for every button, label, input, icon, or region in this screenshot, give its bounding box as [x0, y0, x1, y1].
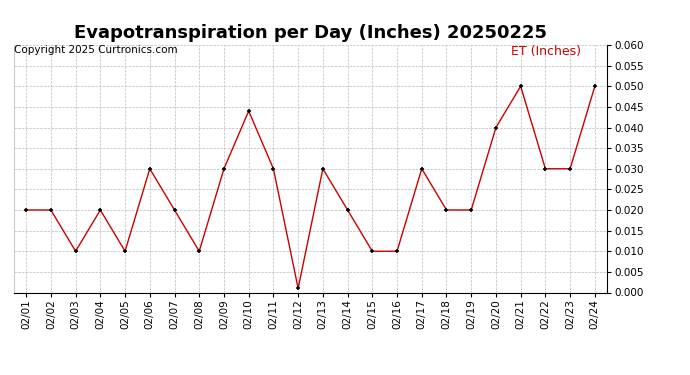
- Point: [21, 207, 32, 213]
- Point: [317, 166, 328, 172]
- Point: [169, 207, 180, 213]
- Point: [416, 166, 427, 172]
- Point: [515, 83, 526, 89]
- Point: [466, 207, 477, 213]
- Point: [243, 108, 254, 114]
- Point: [491, 124, 502, 130]
- Point: [194, 248, 205, 254]
- Point: [589, 83, 600, 89]
- Point: [219, 166, 230, 172]
- Point: [46, 207, 57, 213]
- Point: [367, 248, 378, 254]
- Point: [95, 207, 106, 213]
- Text: ET (Inches): ET (Inches): [511, 45, 580, 58]
- Point: [391, 248, 402, 254]
- Point: [119, 248, 130, 254]
- Point: [540, 166, 551, 172]
- Title: Evapotranspiration per Day (Inches) 20250225: Evapotranspiration per Day (Inches) 2025…: [74, 24, 547, 42]
- Point: [441, 207, 452, 213]
- Point: [342, 207, 353, 213]
- Point: [564, 166, 575, 172]
- Point: [70, 248, 81, 254]
- Point: [268, 166, 279, 172]
- Point: [144, 166, 155, 172]
- Point: [293, 285, 304, 291]
- Text: Copyright 2025 Curtronics.com: Copyright 2025 Curtronics.com: [14, 45, 177, 55]
